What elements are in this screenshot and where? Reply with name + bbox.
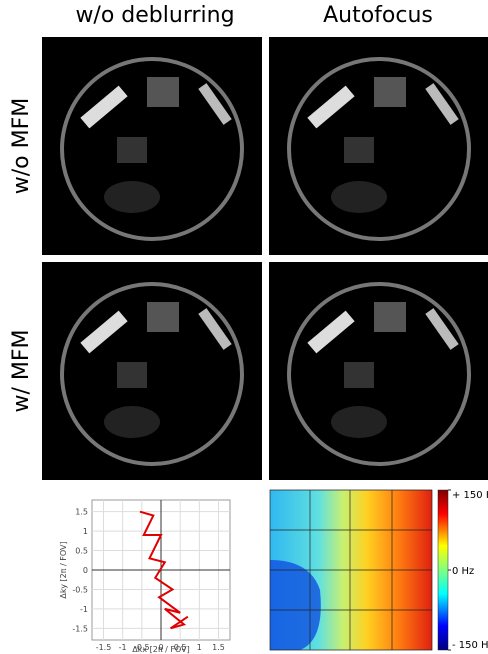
y-tick-label: 0.5 bbox=[75, 547, 88, 556]
x-tick-label: 0.5 bbox=[174, 643, 187, 652]
image bbox=[40, 35, 264, 257]
x-tick-label: -1.5 bbox=[96, 643, 112, 652]
field-map bbox=[269, 489, 433, 651]
image bbox=[267, 35, 488, 257]
row-label: w/ MFM bbox=[9, 329, 34, 412]
colorbar-label: - 150 Hz bbox=[452, 640, 488, 651]
y-tick-label: 0 bbox=[83, 566, 88, 575]
colorbar-label: + 150 Hz bbox=[452, 490, 488, 501]
y-tick-label: -1.5 bbox=[72, 624, 88, 633]
image bbox=[40, 260, 264, 482]
x-tick-label: -0.5 bbox=[134, 643, 150, 652]
x-axis-label: Δkx [2π / FOV] bbox=[132, 645, 190, 654]
x-tick-label: 1 bbox=[197, 643, 202, 652]
y-tick-label: -0.5 bbox=[72, 585, 88, 594]
row-label: w/o MFM bbox=[9, 98, 34, 194]
trajectory bbox=[139, 510, 189, 630]
column-label: w/o deblurring bbox=[75, 3, 234, 28]
y-tick-label: 1.5 bbox=[75, 508, 88, 517]
y-tick-label: 1 bbox=[83, 527, 88, 536]
y-axis-label: Δky [2π / FOV] bbox=[59, 541, 68, 598]
x-tick-label: 1.5 bbox=[212, 643, 225, 652]
y-tick-label: -1 bbox=[80, 605, 88, 614]
colorbar-label: 0 Hz bbox=[452, 566, 474, 577]
x-tick-label: 0 bbox=[158, 643, 163, 652]
column-label: Autofocus bbox=[323, 3, 433, 28]
image bbox=[267, 260, 488, 482]
x-tick-label: -1 bbox=[119, 643, 127, 652]
colorbar bbox=[437, 489, 449, 651]
